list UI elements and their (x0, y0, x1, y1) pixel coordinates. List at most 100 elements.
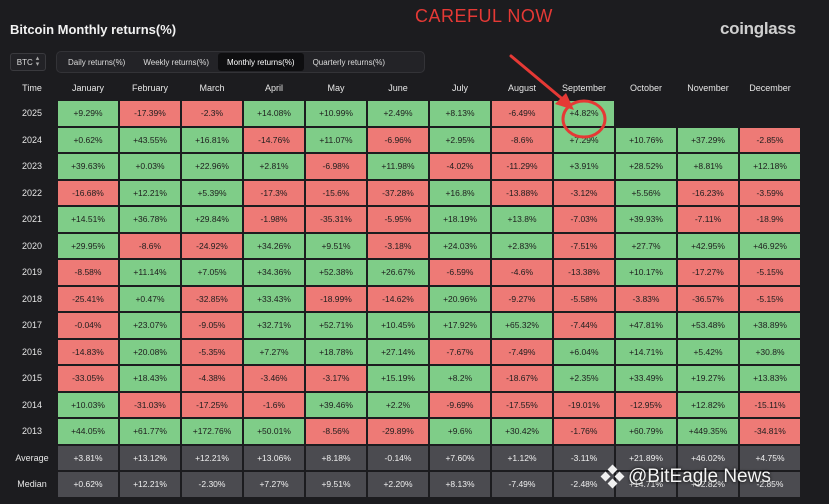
stat-label: Average (15, 452, 49, 463)
return-cell: -17.55% (492, 392, 552, 417)
return-cell: +28.52% (616, 154, 676, 179)
return-cell: +27.7% (616, 233, 676, 258)
tab-weekly-returns[interactable]: Weekly returns(%) (143, 57, 209, 67)
return-cell: +33.49% (616, 366, 676, 391)
return-cell: +30.8% (740, 339, 800, 364)
column-header-may: May (327, 83, 345, 93)
return-cell (616, 101, 676, 126)
stat-cell: +21.89% (616, 445, 676, 470)
return-cell: +8.2% (430, 366, 490, 391)
stat-cell: +1.12% (492, 445, 552, 470)
return-cell: -3.59% (740, 180, 800, 205)
return-cell: -7.11% (678, 207, 738, 232)
return-cell: -14.62% (368, 286, 428, 311)
return-cell: +172.76% (182, 419, 242, 444)
return-cell: -5.15% (740, 286, 800, 311)
monthly-returns-table: Time January February March April May June Jul… (6, 75, 802, 499)
column-header-september: September (561, 83, 607, 93)
return-cell: -3.18% (368, 233, 428, 258)
return-cell: -18.67% (492, 366, 552, 391)
return-cell: +47.81% (616, 313, 676, 338)
return-cell: -2.85% (740, 127, 800, 152)
return-cell: +34.36% (244, 260, 304, 285)
return-cell: +5.56% (616, 180, 676, 205)
stat-cell: -2.30% (182, 472, 242, 497)
return-cell: +7.29% (554, 127, 614, 152)
return-cell: +36.78% (120, 207, 180, 232)
return-cell: +18.78% (306, 339, 366, 364)
return-cell (678, 101, 738, 126)
return-cell: +46.92% (740, 233, 800, 258)
return-cell: +33.43% (244, 286, 304, 311)
return-cell: +2.81% (244, 154, 304, 179)
return-cell: -1.76% (554, 419, 614, 444)
return-cell: -33.05% (58, 366, 118, 391)
tab-quarterly-returns[interactable]: Quarterly returns(%) (312, 57, 386, 67)
stat-cell: +13.12% (120, 445, 180, 470)
table-row: 2013 +44.05% +61.77% +172.76% +50.01% -8.56% -… (8, 419, 800, 444)
return-cell: +22.96% (182, 154, 242, 179)
return-cell: -15.6% (306, 180, 366, 205)
return-cell: -15.11% (740, 392, 800, 417)
stat-cell: +2.20% (368, 472, 428, 497)
return-cell: +18.43% (120, 366, 180, 391)
return-cell: -16.23% (678, 180, 738, 205)
column-header-february: February (131, 83, 168, 93)
return-cell: +42.95% (678, 233, 738, 258)
column-header-march: March (199, 83, 225, 93)
return-cell: -32.85% (182, 286, 242, 311)
return-cell: +10.17% (616, 260, 676, 285)
return-cell: +23.07% (120, 313, 180, 338)
return-cell: +10.99% (306, 101, 366, 126)
column-header-time: Time (22, 83, 42, 93)
stat-cell: +8.13% (430, 472, 490, 497)
return-cell: -3.12% (554, 180, 614, 205)
tab-monthly-returns[interactable]: Monthly returns(%) (218, 53, 304, 71)
column-header-june: June (388, 83, 408, 93)
return-cell: +17.92% (430, 313, 490, 338)
return-cell: +52.38% (306, 260, 366, 285)
return-cell: -6.49% (492, 101, 552, 126)
return-cell: -6.98% (306, 154, 366, 179)
return-cell: -3.17% (306, 366, 366, 391)
year-label: 2015 (21, 373, 43, 384)
return-cell: +7.05% (182, 260, 242, 285)
tab-daily-returns[interactable]: Daily returns(%) (68, 57, 126, 67)
return-cell: -12.95% (616, 392, 676, 417)
return-cell: +39.93% (616, 207, 676, 232)
year-label: 2017 (21, 320, 43, 331)
return-cell: -14.83% (58, 339, 118, 364)
return-cell: +2.2% (368, 392, 428, 417)
return-cell: -1.98% (244, 207, 304, 232)
return-cell: +20.08% (120, 339, 180, 364)
return-cell: +29.84% (182, 207, 242, 232)
year-label: 2022 (21, 187, 43, 198)
asset-selector-value: BTC (16, 57, 33, 67)
return-cell: -7.03% (554, 207, 614, 232)
return-cell: -37.28% (368, 180, 428, 205)
asset-selector[interactable]: BTC ▴ ▾ (10, 53, 46, 71)
stat-cell: +13.06% (244, 445, 304, 470)
return-cell: +6.04% (554, 339, 614, 364)
table-row: 2018 -25.41% +0.47% -32.85% +33.43% -18.99% -1… (8, 286, 800, 311)
year-label: 2025 (21, 108, 43, 119)
table-row: 2024 +0.62% +43.55% +16.81% -14.76% +11.07% -6… (8, 127, 800, 152)
table-row: 2021 +14.51% +36.78% +29.84% -1.98% -35.31% -5… (8, 207, 800, 232)
return-cell: +2.83% (492, 233, 552, 258)
stat-cell: +12.82% (678, 472, 738, 497)
stat-cell: -0.14% (368, 445, 428, 470)
return-cell: -4.38% (182, 366, 242, 391)
return-cell: +11.98% (368, 154, 428, 179)
return-cell: +65.32% (492, 313, 552, 338)
return-cell: -7.51% (554, 233, 614, 258)
stat-cell: +14.71% (616, 472, 676, 497)
return-cell: +2.35% (554, 366, 614, 391)
stat-row: Average +3.81% +13.12% +12.21% +13.06% +8.18%… (8, 445, 800, 470)
return-cell: +61.77% (120, 419, 180, 444)
return-cell: +0.62% (58, 127, 118, 152)
column-header-august: August (507, 83, 537, 93)
return-cell: +43.55% (120, 127, 180, 152)
warning-annotation: CAREFUL NOW (415, 6, 553, 26)
return-cell: +14.08% (244, 101, 304, 126)
table-row: 2023 +39.63% +0.03% +22.96% +2.81% -6.98% +11.… (8, 154, 800, 179)
